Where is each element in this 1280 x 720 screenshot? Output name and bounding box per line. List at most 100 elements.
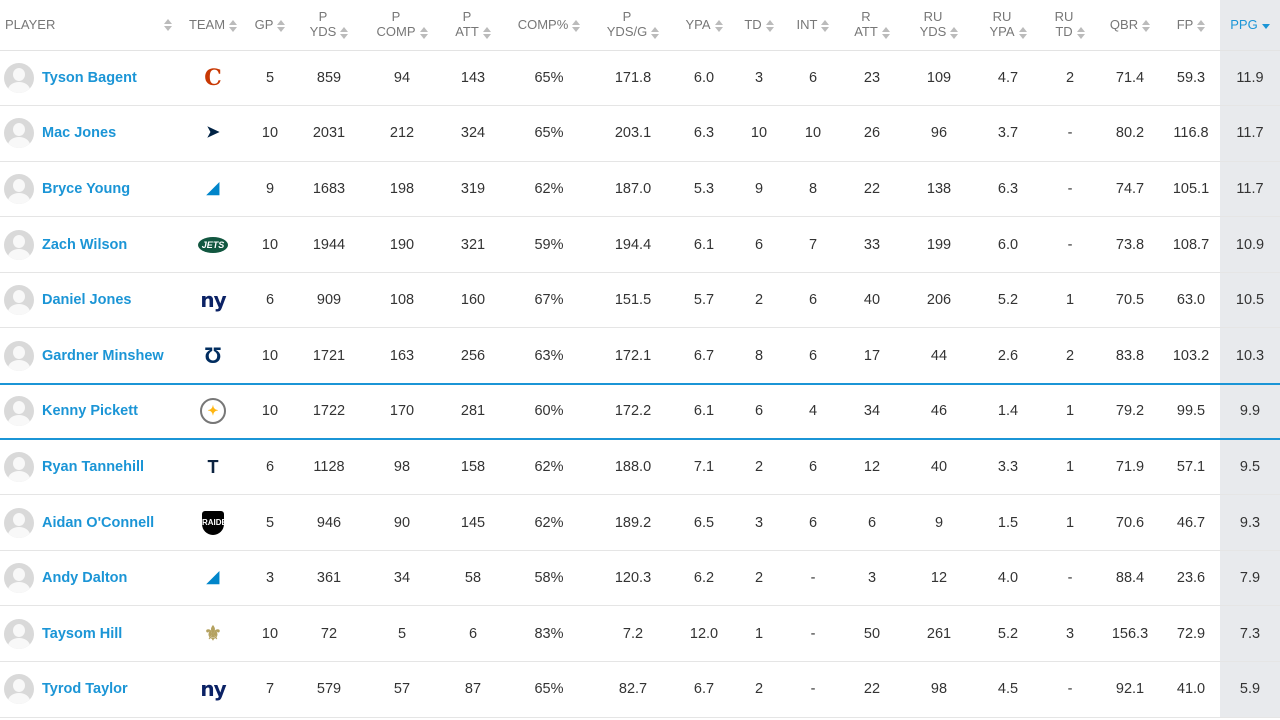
column-header-ypa[interactable]: YPA	[676, 0, 732, 51]
player-name-link[interactable]: Aidan O'Connell	[42, 514, 155, 531]
column-header-int[interactable]: INT	[786, 0, 840, 51]
player-name-link[interactable]: Bryce Young	[42, 180, 131, 197]
stat-comp-pct: 65%	[508, 105, 590, 162]
player-name-link[interactable]: Andy Dalton	[42, 570, 128, 587]
sort-icon[interactable]	[164, 18, 172, 32]
sort-icon[interactable]	[277, 19, 286, 33]
stat-ru-yds: 98	[904, 661, 974, 718]
column-header-ru-ypa[interactable]: RU YPA	[974, 0, 1042, 51]
player-name-link[interactable]: Taysom Hill	[42, 625, 123, 642]
player-name-link[interactable]: Kenny Pickett	[42, 403, 138, 420]
column-header-gp[interactable]: GP	[248, 0, 292, 51]
column-header-r-att[interactable]: R ATT	[840, 0, 904, 51]
player-cell: Zach Wilson	[0, 216, 178, 273]
stat-gp: 6	[248, 439, 292, 496]
column-header-team[interactable]: TEAM	[178, 0, 248, 51]
stat-gp: 10	[248, 105, 292, 162]
team-cell: Ʊ	[178, 327, 248, 385]
raiders-logo-icon: RAIDERS	[202, 510, 238, 535]
stat-qbr: 73.8	[1098, 216, 1162, 273]
column-header-p-att[interactable]: P ATT	[438, 0, 508, 51]
player-cell: Bryce Young	[0, 161, 178, 218]
table-row[interactable]: Mac Jones ➤ 10 2031 212 324 65% 203.1 6.3 10 10 26 9…	[0, 105, 1280, 162]
panthers-logo-icon: ◢	[206, 179, 220, 197]
table-row[interactable]: Tyrod Taylor ny 7 579 57 87 65% 82.7 6.7 2-22 98 4.…	[0, 661, 1280, 718]
stat-ru-td: -	[1042, 550, 1098, 607]
stat-r-att: 22	[840, 661, 904, 718]
sort-icon[interactable]	[229, 19, 238, 33]
column-header-p-comp[interactable]: P COMP	[366, 0, 438, 51]
team-cell: C	[178, 50, 248, 107]
player-name-link[interactable]: Tyson Bagent	[42, 69, 137, 86]
sort-icon[interactable]	[950, 26, 959, 40]
table-row[interactable]: Aidan O'Connell RAIDERS 5 946 90 145 62% 189.2 6…	[0, 494, 1280, 551]
column-header-ppg[interactable]: PPG	[1220, 0, 1280, 51]
stat-qbr: 71.4	[1098, 50, 1162, 107]
sort-icon[interactable]	[1142, 19, 1151, 33]
column-header-qbr[interactable]: QBR	[1098, 0, 1162, 51]
column-header-label: QBR	[1109, 16, 1139, 32]
sort-icon[interactable]	[482, 26, 491, 40]
table-row[interactable]: Tyson Bagent C 5 859 94 143 65% 171.8 6.0 3 6 23 109…	[0, 50, 1280, 107]
sort-icon[interactable]	[419, 26, 428, 40]
player-cell: Tyrod Taylor	[0, 661, 178, 718]
table-row[interactable]: Kenny Pickett ✦ 10 1722 170 281 60% 172.2 6.1 6 4 3…	[0, 382, 1280, 441]
table-row[interactable]: Zach Wilson JETS 10 1944 190 321 59% 194.4 6.1 6 7…	[0, 216, 1280, 273]
player-name-link[interactable]: Mac Jones	[42, 125, 117, 142]
table-row[interactable]: Daniel Jones ny 6 909 108 160 67% 151.5 5.7 2 6 40 2…	[0, 272, 1280, 329]
stat-qbr: 70.5	[1098, 272, 1162, 329]
stat-p-att: 143	[438, 50, 508, 107]
player-name-link[interactable]: Gardner Minshew	[42, 347, 164, 364]
table-header: PLAYER TEAM GP P YDS P COMP P ATT COMP% P YDS/G…	[0, 0, 1280, 51]
player-name-link[interactable]: Zach Wilson	[42, 236, 128, 253]
player-name-link[interactable]: Tyrod Taylor	[42, 681, 128, 698]
stat-p-yds-g: 188.0	[590, 439, 676, 496]
stat-ru-ypa: 4.0	[974, 550, 1042, 607]
player-name-link[interactable]: Ryan Tannehill	[42, 459, 145, 476]
column-header-p-yds[interactable]: P YDS	[292, 0, 366, 51]
table-row[interactable]: Ryan Tannehill T 6 1128 98 158 62% 188.0 7.1 2 6 12…	[0, 439, 1280, 496]
stat-qbr: 74.7	[1098, 161, 1162, 218]
sort-icon[interactable]	[1077, 26, 1086, 40]
column-header-player[interactable]: PLAYER	[0, 0, 178, 51]
stat-int: -	[786, 661, 840, 718]
column-header-fp[interactable]: FP	[1162, 0, 1220, 51]
stat-p-comp: 98	[366, 439, 438, 496]
column-header-td[interactable]: TD	[732, 0, 786, 51]
sort-icon[interactable]	[1018, 26, 1027, 40]
stat-p-comp: 34	[366, 550, 438, 607]
column-header-label: PLAYER	[5, 17, 56, 33]
table-row[interactable]: Gardner Minshew Ʊ 10 1721 163 256 63% 172.1 6.7 8…	[0, 327, 1280, 385]
sort-icon[interactable]	[714, 19, 723, 33]
sort-icon[interactable]	[1197, 19, 1206, 33]
column-header-p-yds-g[interactable]: P YDS/G	[590, 0, 676, 51]
table-row[interactable]: Taysom Hill ⚜ 10 72 5 6 83% 7.2 12.0 1-50 261 5.2 3 1…	[0, 605, 1280, 663]
column-header-ru-td[interactable]: RU TD	[1042, 0, 1098, 51]
team-cell: ny	[178, 272, 248, 329]
sort-icon[interactable]	[881, 26, 890, 40]
player-avatar	[4, 285, 34, 316]
column-header-comp-pct[interactable]: COMP%	[508, 0, 590, 51]
colts-logo-icon: Ʊ	[204, 342, 222, 368]
stat-fp: 99.5	[1162, 382, 1220, 441]
player-name-link[interactable]: Daniel Jones	[42, 292, 132, 309]
stat-ru-ypa: 4.5	[974, 661, 1042, 718]
stat-fp: 23.6	[1162, 550, 1220, 607]
sort-descending-icon[interactable]	[1261, 19, 1270, 33]
table-row[interactable]: Bryce Young ◢ 9 1683 198 319 62% 187.0 5.3 9 8 22 13…	[0, 161, 1280, 218]
stat-td: 8	[732, 327, 786, 385]
stat-ppg: 5.9	[1220, 661, 1280, 718]
sort-icon[interactable]	[821, 19, 830, 33]
stat-comp-pct: 63%	[508, 327, 590, 385]
stat-comp-pct: 59%	[508, 216, 590, 273]
sort-icon[interactable]	[765, 19, 774, 33]
sort-icon[interactable]	[340, 26, 349, 40]
sort-icon[interactable]	[651, 26, 660, 40]
table-row[interactable]: Andy Dalton ◢ 3 361 34 58 58% 120.3 6.2 2-3 12 4.0-…	[0, 550, 1280, 607]
stat-ru-td: -	[1042, 661, 1098, 718]
sort-icon[interactable]	[572, 19, 581, 33]
team-cell: ◢	[178, 161, 248, 218]
column-header-ru-yds[interactable]: RU YDS	[904, 0, 974, 51]
stat-ru-ypa: 6.0	[974, 216, 1042, 273]
stat-p-yds-g: 194.4	[590, 216, 676, 273]
